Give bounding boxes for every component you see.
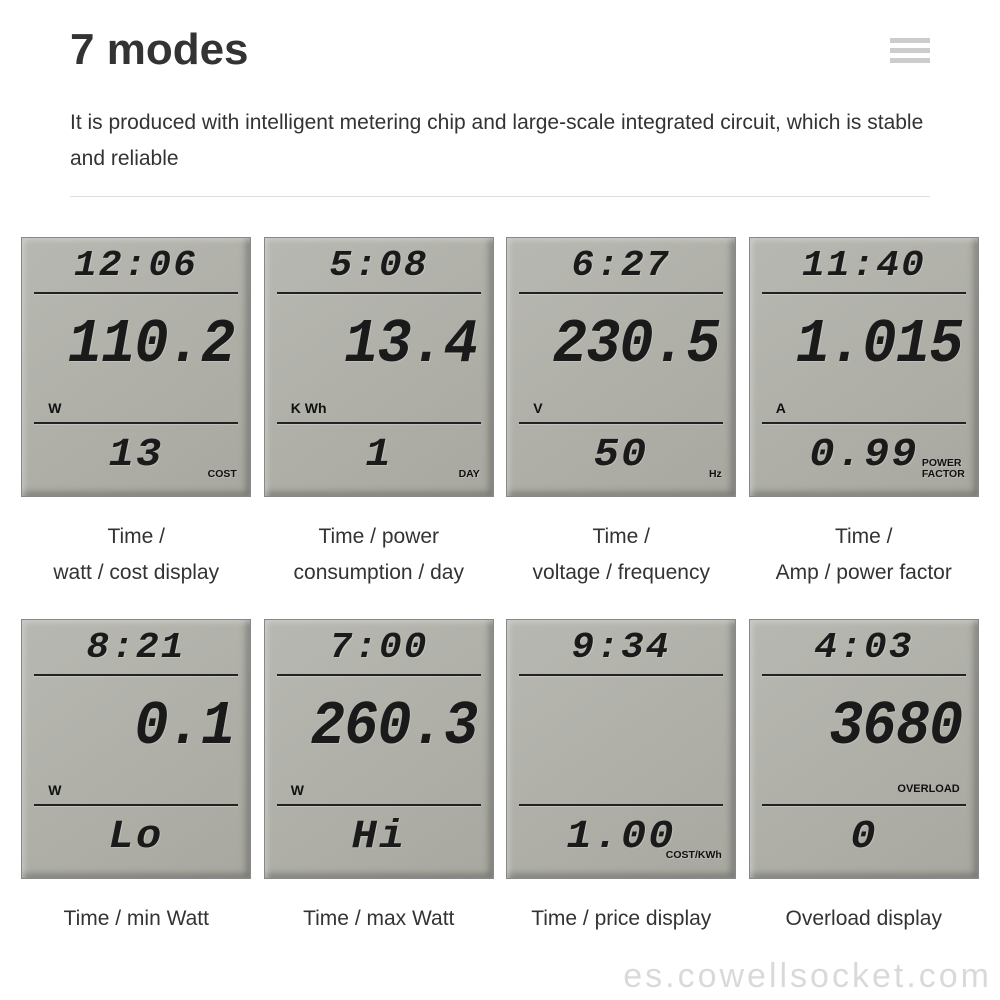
lcd-main-value: 260.3 — [293, 678, 481, 778]
display-cell: 6:27 230.5V 50Hz Time /voltage / frequency — [505, 237, 738, 608]
lcd-unit: K Wh — [277, 396, 481, 420]
header: 7 modes — [20, 25, 980, 90]
lcd-bottom-value: Lo — [29, 808, 243, 868]
lcd-main-value — [536, 678, 724, 778]
lcd-time: 11:40 — [757, 246, 971, 290]
lcd-bottom-value: 1.00COST/KWh — [514, 808, 728, 868]
lcd-time: 5:08 — [272, 246, 486, 290]
lcd-bottom-label: COST — [208, 470, 237, 481]
lcd-unit: OVERLOAD — [762, 778, 966, 802]
page-title: 7 modes — [70, 25, 249, 75]
lcd-bottom-label: DAY — [458, 470, 479, 481]
lcd-bottom-value: 50Hz — [514, 426, 728, 486]
lcd-bottom-label: POWERFACTOR — [922, 459, 965, 480]
lcd-main-value: 3680 — [778, 678, 966, 778]
lcd-time: 9:34 — [514, 628, 728, 672]
display-caption: Time /Amp / power factor — [776, 519, 952, 590]
lcd-display: 7:00 260.3W Hi — [264, 619, 494, 879]
lcd-bottom-value: 0.99POWERFACTOR — [757, 426, 971, 486]
display-caption: Time / powerconsumption / day — [294, 519, 464, 590]
lcd-unit: W — [277, 778, 481, 802]
lcd-bottom-value: 13COST — [29, 426, 243, 486]
display-grid: 12:06110.2W13COSTTime /watt / cost displ… — [20, 197, 980, 954]
lcd-main-value: 13.4 — [293, 296, 481, 396]
lcd-unit — [519, 778, 723, 802]
lcd-time: 6:27 — [514, 246, 728, 290]
lcd-time: 4:03 — [757, 628, 971, 672]
watermark: es.cowellsocket.com — [623, 957, 992, 996]
lcd-time: 8:21 — [29, 628, 243, 672]
lcd-main-value: 1.015 — [778, 296, 966, 396]
display-cell: 8:21 0.1W Lo Time / min Watt — [20, 619, 253, 955]
display-cell: 5:08 13.4K Wh 1DAY Time / powerconsumption … — [263, 237, 496, 608]
display-cell: 11:40 1.015A 0.99POWERFACTOR Time /Amp / po… — [748, 237, 981, 608]
lcd-unit: W — [34, 396, 238, 420]
display-caption: Time /watt / cost display — [53, 519, 219, 590]
display-cell: 7:00 260.3W Hi Time / max Watt — [263, 619, 496, 955]
lcd-unit: A — [762, 396, 966, 420]
description-text: It is produced with intelligent metering… — [20, 90, 980, 196]
lcd-display: 12:06 110.2W 13COST — [21, 237, 251, 497]
lcd-time: 12:06 — [29, 246, 243, 290]
lcd-main-value: 0.1 — [51, 678, 239, 778]
display-cell: 4:03 3680OVERLOAD 0 Overload display — [748, 619, 981, 955]
lcd-display: 6:27 230.5V 50Hz — [506, 237, 736, 497]
lcd-display: 8:21 0.1W Lo — [21, 619, 251, 879]
lcd-bottom-value: 1DAY — [272, 426, 486, 486]
hamburger-icon[interactable] — [890, 38, 930, 63]
lcd-unit: W — [34, 778, 238, 802]
lcd-display: 5:08 13.4K Wh 1DAY — [264, 237, 494, 497]
lcd-time: 7:00 — [272, 628, 486, 672]
display-caption: Overload display — [786, 901, 942, 937]
display-caption: Time / price display — [531, 901, 711, 937]
display-cell: 9:34 1.00COST/KWh Time / price display — [505, 619, 738, 955]
lcd-bottom-value: 0 — [757, 808, 971, 868]
display-caption: Time /voltage / frequency — [533, 519, 710, 590]
lcd-bottom-label: COST/KWh — [666, 851, 722, 862]
display-cell: 12:06 110.2W 13COST Time /watt / cost displ… — [20, 237, 253, 608]
lcd-display: 11:40 1.015A 0.99POWERFACTOR — [749, 237, 979, 497]
lcd-main-value: 110.2 — [51, 296, 239, 396]
lcd-bottom-label: Hz — [709, 470, 722, 481]
lcd-bottom-value: Hi — [272, 808, 486, 868]
display-caption: Time / min Watt — [64, 901, 209, 937]
lcd-display: 4:03 3680OVERLOAD 0 — [749, 619, 979, 879]
lcd-unit: V — [519, 396, 723, 420]
display-caption: Time / max Watt — [303, 901, 454, 937]
lcd-display: 9:34 1.00COST/KWh — [506, 619, 736, 879]
lcd-main-value: 230.5 — [536, 296, 724, 396]
